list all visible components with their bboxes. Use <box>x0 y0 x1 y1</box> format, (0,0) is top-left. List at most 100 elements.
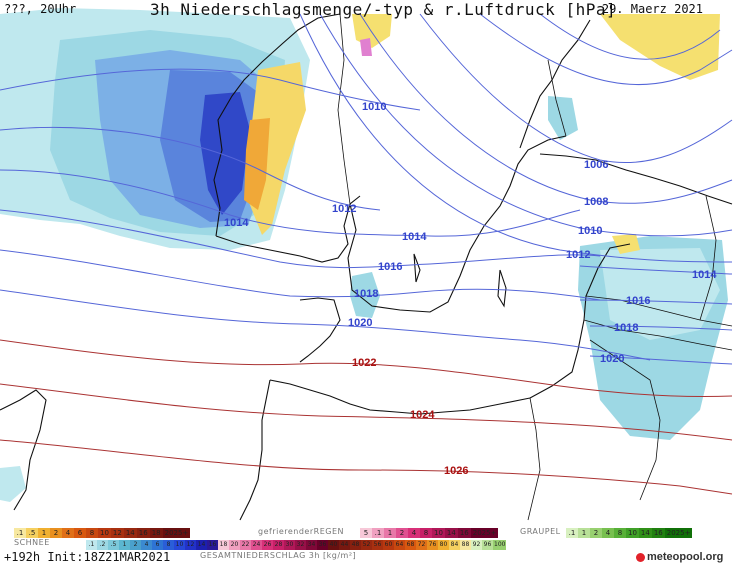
border-baltic <box>585 295 733 327</box>
legend-swatch: 36 <box>317 540 328 550</box>
isobar-label: 1010 <box>362 101 386 113</box>
rain-field-orange <box>244 118 270 210</box>
coast-finland <box>539 153 733 205</box>
isobar-1016-east <box>579 299 733 305</box>
legend-swatch: 2025+ <box>664 528 693 538</box>
legend-swatch: 22 <box>240 540 251 550</box>
isobar-1014-west <box>0 169 581 237</box>
border-russia <box>699 195 717 321</box>
legend-swatch: 4 <box>141 540 152 550</box>
legend-swatch: 14 <box>444 528 458 538</box>
legend-swatch: 40 <box>328 540 339 550</box>
isobar-label: 1020 <box>600 353 624 365</box>
border-poland-belarus <box>589 339 661 501</box>
legend-swatch: 12 <box>110 528 124 538</box>
legend-swatch: 14 <box>638 528 652 538</box>
legend-swatch: 1 <box>119 540 130 550</box>
forecast-time-label: ???, 20Uhr <box>4 2 77 16</box>
legend-swatch: 4 <box>62 528 74 538</box>
coast-denmark <box>299 297 341 363</box>
isobar-1008 <box>359 13 733 204</box>
legend-swatch: 18 <box>218 540 229 550</box>
snow-field-left-bottom <box>0 466 26 502</box>
freezing-rain-legend-scale: 5.1 1 2 4 8 10 14 16 2025+ <box>360 528 499 538</box>
legend-swatch: .1 <box>14 528 26 538</box>
isobar-label: 1012 <box>566 249 590 261</box>
precipitation-layer <box>0 8 728 502</box>
legend-swatch: 48 <box>350 540 361 550</box>
total-precip-legend-label: GESAMTNIEDERSCHLAG 3h [kg/m²] <box>200 551 357 560</box>
legend-swatch: 1 <box>384 528 396 538</box>
coast-uk <box>0 389 47 511</box>
legend-swatch: 60 <box>383 540 394 550</box>
legend-swatch: 2025+ <box>470 528 499 538</box>
legend-swatch: 2 <box>396 528 408 538</box>
isobar-1020-east <box>589 355 733 365</box>
freezing-patch-north <box>360 38 372 56</box>
coast-norway-south <box>215 195 361 263</box>
legend-swatch: 92 <box>471 540 482 550</box>
snow-field-finland <box>548 96 578 140</box>
isobar-label: 1016 <box>378 261 402 273</box>
legend-swatch: 88 <box>460 540 471 550</box>
rain-field-baltic-yellow <box>612 234 640 254</box>
legend-swatch: 10 <box>98 528 111 538</box>
legend-swatch: 10 <box>432 528 445 538</box>
coast-germany <box>269 379 531 415</box>
isobar-1016 <box>0 209 601 269</box>
graupel-legend-label: GRAUPEL <box>520 527 561 536</box>
legend-swatch: 8 <box>163 540 174 550</box>
isobar-label: 1014 <box>224 217 249 229</box>
isobar-label: 1008 <box>584 196 608 208</box>
isobar-label-layer: 1010 1012 1014 1014 1016 1018 1020 1022 … <box>224 101 717 477</box>
legend-swatch: 14 <box>123 528 137 538</box>
isobar-1024 <box>0 383 733 441</box>
meteopool-logo[interactable]: meteopool.org <box>636 551 723 563</box>
legend-swatch: .1 <box>372 528 384 538</box>
isobar-label: 1026 <box>444 465 468 477</box>
legend-swatch: 6 <box>152 540 163 550</box>
legend-swatch: 16 <box>651 528 665 538</box>
legend-swatch: 10 <box>626 528 639 538</box>
snow-legend-scale: .1.2.5 1 2 4 6 8 10 12 14 16 18 20 22 24 26 28 30 32 34 36 4… <box>86 540 507 550</box>
isobar-1018 <box>0 249 601 301</box>
isobar-label: 1014 <box>692 269 717 281</box>
border-sweden-finland <box>547 59 567 137</box>
legend-swatch: 12 <box>185 540 196 550</box>
coast-netherlands <box>239 379 271 521</box>
snow-field-baltic-east-light <box>600 248 720 340</box>
legend-swatch: 20 <box>229 540 240 550</box>
legend-swatch: 10 <box>174 540 185 550</box>
isobar-label: 1024 <box>410 409 435 421</box>
isobar-label: 1010 <box>578 225 602 237</box>
map-title: 3h Niederschlagsmenge/-typ & r.Luftdruck… <box>150 0 617 19</box>
legend-swatch: 30 <box>284 540 295 550</box>
coast-island-oland <box>413 253 421 283</box>
isobar-label: 1020 <box>348 317 372 329</box>
legend-swatch: .1 <box>566 528 578 538</box>
legend-swatch: 16 <box>136 528 150 538</box>
border-germany-poland <box>527 397 541 521</box>
legend-swatch: .2 <box>97 540 108 550</box>
isobar-1022 <box>0 339 733 397</box>
legend-swatch: 16 <box>207 540 218 550</box>
isobar-1010-west <box>0 68 421 111</box>
legend-swatch: 4 <box>602 528 614 538</box>
isobar-label: 1018 <box>614 322 638 334</box>
border-layer <box>337 13 733 521</box>
legend-swatch: 2 <box>50 528 62 538</box>
legend-swatch: 2 <box>590 528 602 538</box>
legend-swatch: 32 <box>295 540 306 550</box>
legend-swatch: 64 <box>394 540 405 550</box>
legend-swatch: 14 <box>196 540 207 550</box>
legend-swatch: 72 <box>416 540 427 550</box>
isobar-1012-east <box>299 13 733 263</box>
legend-swatch: 56 <box>372 540 383 550</box>
legend-swatch: 100 <box>493 540 507 550</box>
isobar-label: 1006 <box>584 159 608 171</box>
border-lithuania <box>583 319 733 351</box>
legend-swatch: 8 <box>614 528 626 538</box>
isobar-label: 1014 <box>402 231 427 243</box>
logo-dot-icon <box>636 552 645 562</box>
